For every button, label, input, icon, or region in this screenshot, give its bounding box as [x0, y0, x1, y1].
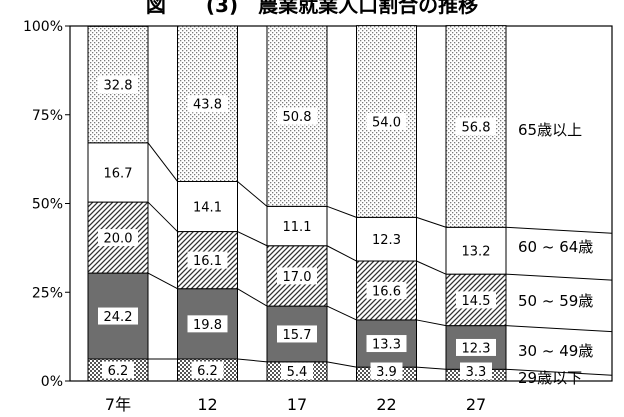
- data-label: 24.2: [104, 310, 133, 325]
- y-tick-label: 25%: [32, 285, 63, 301]
- stack-connector: [505, 273, 613, 281]
- data-label-box: [277, 325, 317, 343]
- y-tick-label: 100%: [23, 19, 63, 35]
- data-label: 20.0: [104, 232, 133, 247]
- data-label-box: [370, 362, 403, 380]
- axes: 0% 25% 50% 75% 100% 7年 12 17 22 27: [23, 19, 613, 414]
- stack-connector: [326, 245, 357, 262]
- data-label-box: [366, 230, 407, 248]
- data-label: 13.2: [462, 245, 491, 260]
- data-label-box: [277, 267, 317, 285]
- stack-connector: [416, 260, 447, 275]
- data-label: 16.7: [104, 166, 133, 181]
- legend-entry: 30 ~ 49歳: [518, 342, 593, 360]
- stack-connector: [416, 366, 447, 370]
- data-label: 14.5: [462, 294, 491, 309]
- data-label: 6.2: [108, 364, 129, 379]
- data-label-box: [191, 361, 224, 379]
- data-label-box: [98, 307, 138, 325]
- data-label-box: [102, 361, 134, 379]
- stack-connector: [326, 361, 357, 368]
- data-label: 11.1: [283, 220, 312, 235]
- data-label-box: [98, 76, 138, 94]
- stack-connector-lines: [147, 142, 613, 376]
- data-label-box: [456, 338, 496, 356]
- data-label-box: [281, 362, 313, 380]
- x-tick-label: 7年: [105, 395, 131, 414]
- stack-connector: [237, 231, 268, 247]
- stack-connector: [147, 201, 178, 232]
- y-tick-label: 50%: [32, 197, 63, 213]
- data-label-box: [187, 315, 228, 333]
- legend-entry: 60 ~ 64歳: [518, 238, 593, 256]
- data-label: 32.8: [104, 79, 133, 94]
- data-label-box: [277, 107, 317, 125]
- legend: 29歳以下 30 ~ 49歳 50 ~ 59歳 60 ~ 64歳 65歳以上: [518, 121, 593, 387]
- legend-entry: 29歳以下: [518, 369, 582, 387]
- stack-connector: [505, 226, 613, 234]
- data-label: 5.4: [287, 365, 308, 380]
- data-label-box: [456, 117, 496, 135]
- stack-connector: [326, 305, 357, 321]
- stack-connector: [237, 181, 268, 207]
- data-label-box: [187, 198, 228, 216]
- stack-connector: [147, 272, 178, 290]
- data-label-box: [460, 362, 492, 380]
- data-label-box: [277, 217, 317, 235]
- data-label-box: [98, 163, 138, 181]
- data-label-box: [456, 242, 496, 260]
- data-label: 3.3: [466, 365, 487, 380]
- data-label-box: [366, 112, 407, 130]
- data-label: 16.1: [193, 254, 222, 269]
- data-label: 19.8: [193, 318, 222, 333]
- data-label: 12.3: [462, 341, 491, 356]
- data-label-box: [98, 229, 138, 247]
- data-label-box: [366, 335, 407, 353]
- stack-connector: [237, 358, 268, 363]
- data-label: 54.0: [372, 115, 401, 130]
- data-label: 56.8: [462, 120, 491, 135]
- data-label-box: [366, 281, 407, 299]
- stack-connector: [147, 142, 178, 182]
- data-label: 17.0: [283, 270, 312, 285]
- data-label: 15.7: [283, 328, 312, 343]
- data-labels: 6.2 6.2 5.4 3.9 3.3 24.2 19.8 15.7 13.3 12.3 20.0 1…: [98, 76, 496, 380]
- data-label-box: [187, 95, 228, 113]
- stack-connector: [505, 368, 613, 376]
- stack-connector: [326, 205, 357, 218]
- stack-connector: [237, 288, 268, 307]
- x-tick-label: 22: [376, 395, 396, 414]
- legend-entry: 65歳以上: [518, 121, 582, 139]
- data-label-box: [187, 251, 228, 269]
- data-label: 16.6: [372, 284, 401, 299]
- stack-connector: [505, 325, 613, 333]
- data-label: 13.3: [372, 338, 401, 353]
- x-tick-label: 17: [287, 395, 307, 414]
- x-tick-label: 12: [197, 395, 217, 414]
- data-label-box: [456, 291, 496, 309]
- data-label: 3.9: [376, 365, 397, 380]
- legend-entry: 50 ~ 59歳: [518, 292, 593, 310]
- y-tick-label: 0%: [41, 374, 63, 390]
- y-tick-label: 75%: [32, 108, 63, 124]
- chart-title: 図 (3) 農業就業人口割合の推移: [146, 0, 478, 17]
- data-label: 14.1: [193, 201, 222, 216]
- plot-frame: [69, 25, 613, 382]
- data-label: 43.8: [193, 98, 222, 113]
- data-label: 6.2: [197, 364, 218, 379]
- stack-connector: [416, 216, 447, 228]
- stack-connector: [416, 319, 447, 327]
- data-label: 50.8: [283, 110, 312, 125]
- data-label: 12.3: [372, 233, 401, 248]
- x-tick-label: 27: [466, 395, 486, 414]
